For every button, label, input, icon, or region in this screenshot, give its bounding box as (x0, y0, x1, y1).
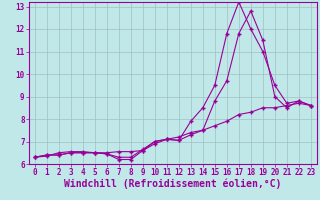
X-axis label: Windchill (Refroidissement éolien,°C): Windchill (Refroidissement éolien,°C) (64, 179, 282, 189)
